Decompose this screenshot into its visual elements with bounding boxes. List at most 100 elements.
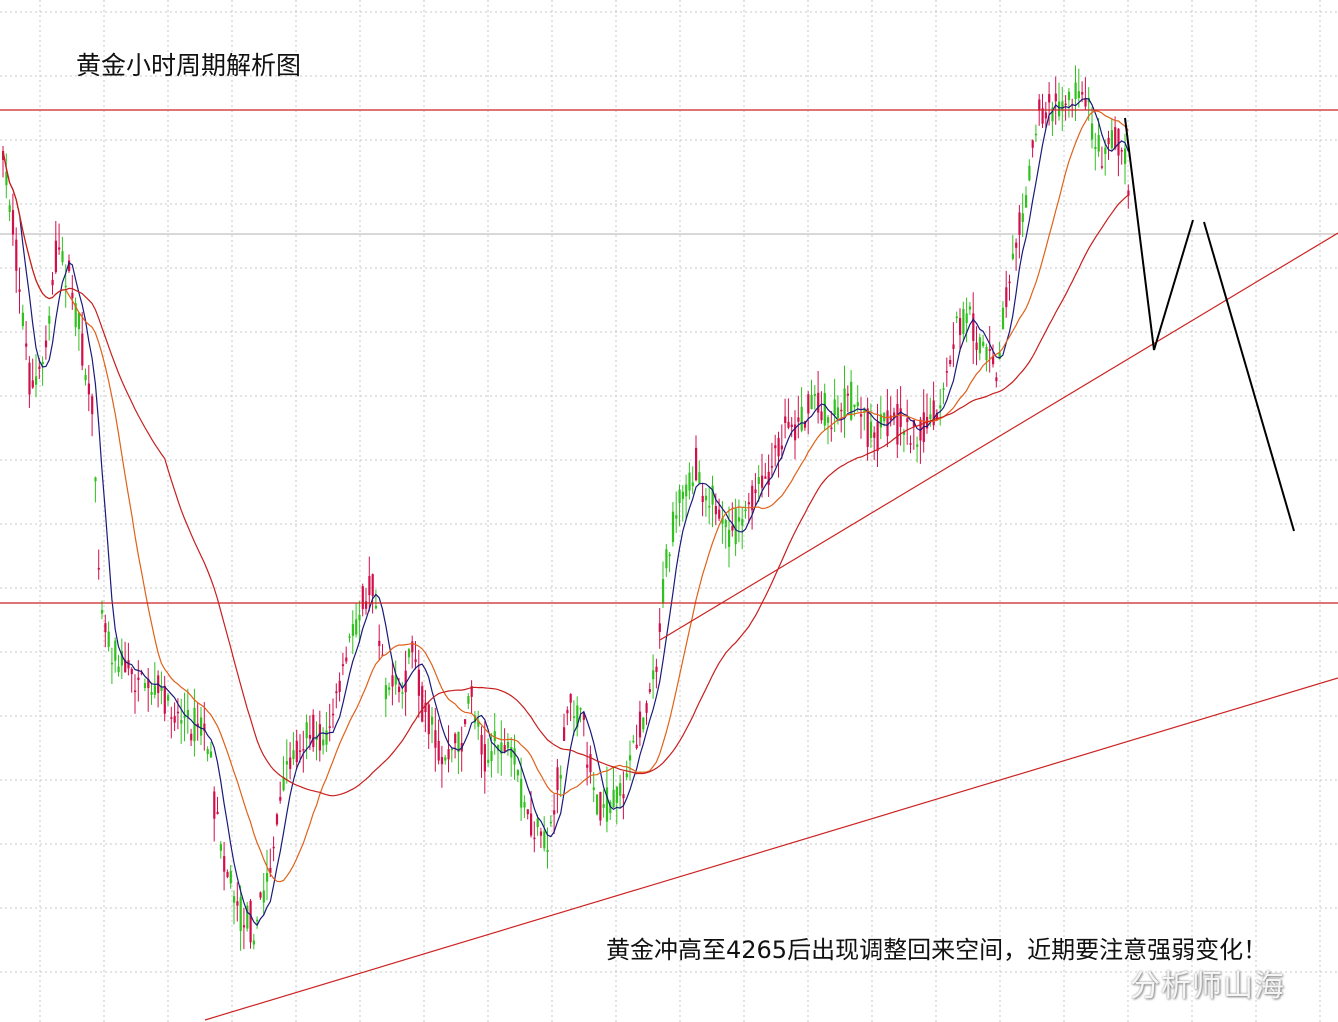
candle-bull [81,333,84,366]
candle-bull [480,734,483,755]
candle-bear [757,477,760,484]
candle-bull [28,362,31,395]
candle-bear [520,778,523,808]
candle-bull [124,659,127,673]
candle-bull [1114,127,1117,149]
candle-bear [150,692,153,695]
ma-slow-line [2,150,1129,797]
candle-bear [810,395,813,410]
candle-bull [15,239,18,271]
candle-bear [916,444,919,447]
candle-bear [579,708,582,710]
candle-bear [744,509,747,511]
candle-bear [734,508,737,545]
candle-bull [1031,140,1034,148]
projection-drop-rebound [1124,117,1194,351]
candle-bull [995,377,998,382]
candle-bear [384,685,387,700]
candle-bull [1107,137,1110,145]
candle-bear [724,520,727,528]
candle-bull [437,740,440,761]
candle-bear [292,750,295,760]
candle-bull [275,814,279,825]
candle-bull [945,371,948,373]
candle-bear [711,485,714,505]
candle-bull [906,418,909,423]
candle-bear [322,739,325,746]
candle-bull [988,348,991,351]
candle-bull [582,712,585,720]
candle-bear [605,787,609,822]
candle-bull [556,767,559,791]
candle-bull [127,660,130,669]
candle-bull [563,727,566,741]
candle-bear [200,717,203,736]
candle-bear [183,715,186,718]
candle-bull [279,796,282,801]
candle-bear [592,787,595,790]
candle-bear [536,818,539,828]
candle-bull [249,900,252,943]
candle-bull [830,427,833,430]
candle-bear [84,374,87,381]
candle-bear [401,692,404,694]
candle-bull [794,424,797,441]
candle-bear [252,940,255,945]
candle-bull [807,394,810,414]
candle-bull [747,502,750,505]
candle-bull [784,416,787,423]
candle-bear [348,636,351,638]
candle-bear [671,511,675,543]
candle-bear [351,624,354,636]
candle-bear [1091,123,1094,140]
candle-bear [246,905,249,929]
candle-bull [302,749,305,751]
candle-bear [513,748,516,765]
candle-bear [800,406,803,431]
candle-bull [530,813,533,836]
candle-bull [345,657,348,662]
candle-bear [358,614,361,621]
candle-bull [718,509,721,519]
candle-bear [239,897,242,932]
candle-bear [1097,135,1100,152]
candle-bear [853,404,856,407]
candle-bull [341,664,345,667]
candle-bear [652,670,655,680]
candle-bear [506,742,510,749]
candle-bull [714,506,717,515]
candle-bear [681,491,684,499]
candle-bull [790,424,793,427]
candle-bull [170,717,173,719]
candle-bull [368,576,371,596]
candle-bull [173,716,176,723]
candle-bull [840,409,843,412]
candle-bear [282,777,285,791]
candle-bear [1104,147,1107,154]
ma-fast-line [2,97,1129,927]
candle-bear [35,376,38,385]
candle-bear [668,554,671,557]
candle-bull [1015,242,1018,248]
candle-bear [685,484,688,497]
candle-bull [71,292,74,299]
candle-bull [176,711,180,714]
candle-bear [955,316,958,319]
candle-bull [335,691,338,694]
candle-bull [899,408,902,427]
candle-bull [846,393,849,396]
candle-bull [87,383,90,395]
candle-bull [959,318,962,336]
candle-bull [1005,287,1008,308]
candle-bear [285,761,288,765]
candle-bull [873,432,876,438]
candle-bear [823,392,826,426]
candle-bear [374,605,378,609]
candle-bear [41,361,44,365]
candle-bear [612,789,615,808]
candle-bull [876,421,879,452]
candle-bull [1084,98,1087,107]
candle-bull [378,640,381,646]
